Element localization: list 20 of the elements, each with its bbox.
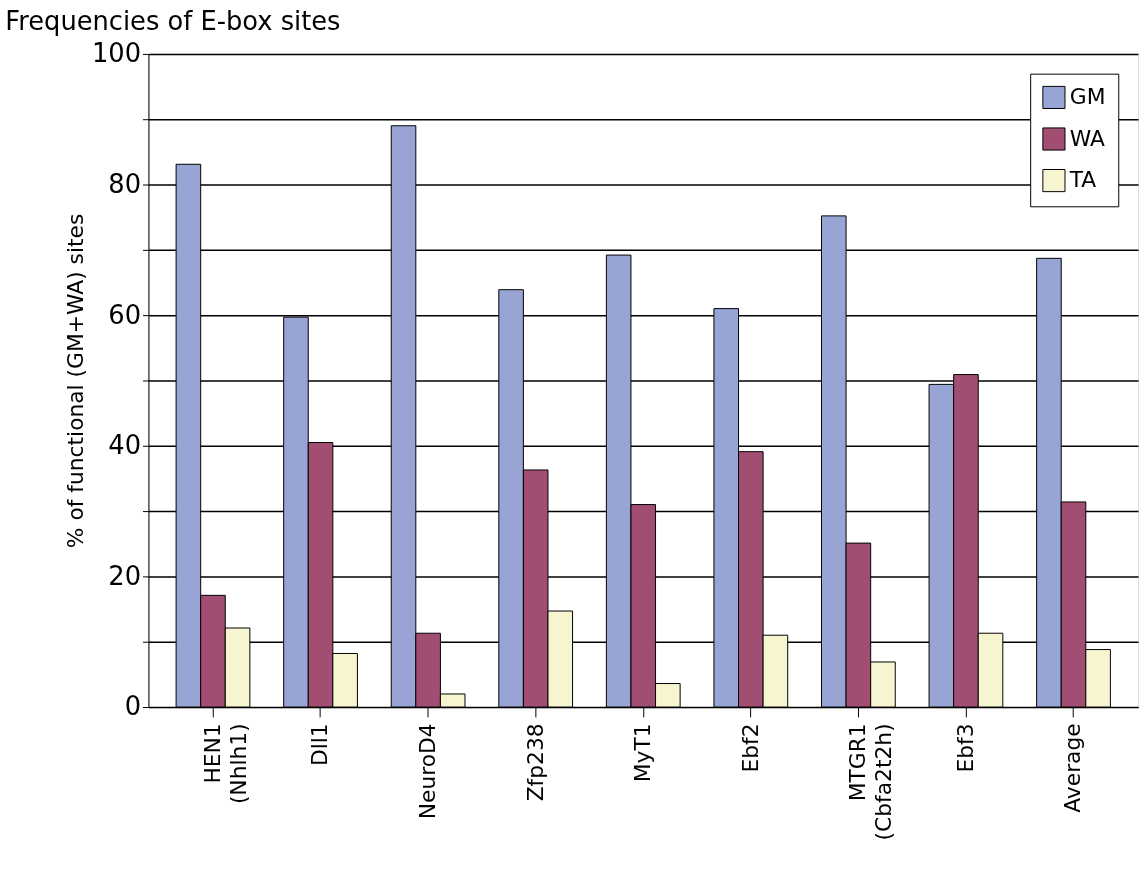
y-tick-label: 0	[124, 691, 142, 722]
legend-label: WA	[1069, 125, 1106, 151]
x-tick-label: Ebf2	[737, 723, 763, 773]
chart-title: Frequencies of E-box sites	[5, 6, 341, 37]
y-tick-label: 40	[108, 430, 142, 461]
x-tick-label: MyT1	[630, 723, 656, 783]
x-tick-label: Dll1	[307, 723, 333, 767]
y-tick-label: 80	[108, 168, 142, 199]
legend-label: GM	[1069, 84, 1106, 110]
x-tick-label: HEN1 (Nhlh1)	[199, 723, 251, 805]
x-tick-label: NeuroD4	[415, 723, 441, 820]
y-tick-label: 60	[108, 299, 142, 330]
x-tick-label: Zfp238	[522, 723, 548, 802]
legend-label: TA	[1068, 167, 1097, 193]
y-axis-title: % of functional (GM+WA) sites	[63, 213, 88, 549]
x-tick-label: Average	[1060, 723, 1086, 813]
x-tick-label: MTGR1 (Cbfa2t2h)	[845, 723, 897, 841]
y-tick-label: 100	[91, 38, 142, 69]
y-tick-label: 20	[108, 560, 142, 591]
x-tick-label: Ebf3	[952, 723, 978, 773]
